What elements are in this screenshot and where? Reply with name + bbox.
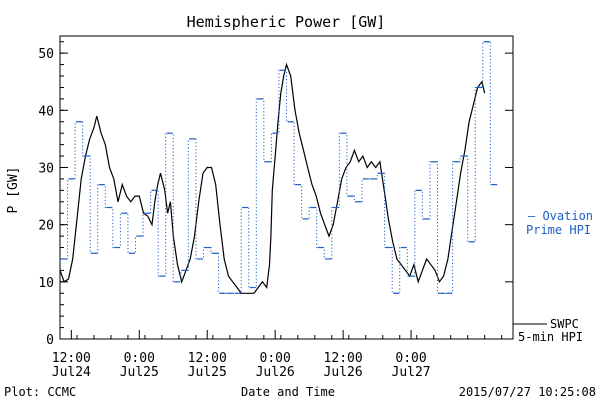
plot-credit: Plot: CCMC [4,385,76,399]
x-axis-ticks: 12:00Jul240:00Jul2512:00Jul250:00Jul2612… [52,330,503,380]
legend-ovation-line2: Prime HPI [526,223,591,237]
x-tick-label-time: 0:00 [260,351,291,366]
y-tick-label: 10 [38,276,54,291]
series-layer [59,41,498,294]
x-tick-label-date: Jul27 [392,365,431,380]
x-tick-label-time: 12:00 [324,351,363,366]
x-tick-label-date: Jul26 [324,365,363,380]
legend-ovation-line1: — Ovation [528,209,593,223]
series-line-swpc-hpi [59,62,486,294]
x-tick-label-date: Jul24 [52,365,91,380]
plot-frame [59,35,514,340]
y-tick-label: 40 [38,104,54,119]
x-tick-label-date: Jul25 [120,365,159,380]
x-axis-label: Date and Time [241,385,335,399]
series-line-ovation-prime [60,41,497,294]
x-tick-label-time: 12:00 [52,351,91,366]
x-tick-label-time: 0:00 [124,351,155,366]
y-tick-label: 20 [38,219,54,234]
y-tick-label: 30 [38,161,54,176]
y-axis-label: P [GW] [6,167,21,214]
y-tick-label: 50 [38,47,54,62]
legend-swpc-line1: SWPC [550,317,579,331]
x-tick-label-time: 0:00 [395,351,426,366]
x-tick-label-date: Jul26 [256,365,295,380]
plot-timestamp: 2015/07/27 10:25:08 [459,385,596,399]
legend-swpc-line2: 5-min HPI [518,330,583,344]
chart-title: Hemispheric Power [GW] [187,13,386,31]
y-tick-label: 0 [46,333,54,348]
x-tick-label-date: Jul25 [188,365,227,380]
y-axis-ticks: 0 10 20 30 40 50 [38,41,513,348]
x-tick-label-time: 12:00 [188,351,227,366]
